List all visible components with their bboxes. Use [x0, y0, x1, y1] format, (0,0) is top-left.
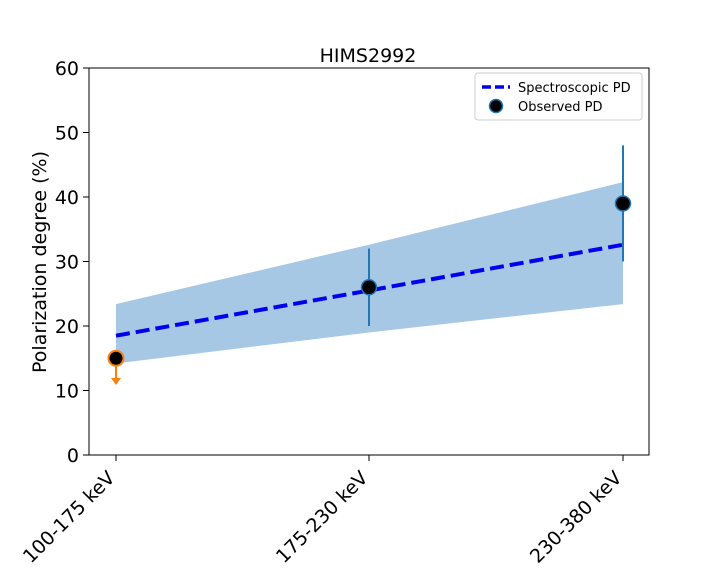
legend-box — [474, 72, 643, 121]
legend-observed-label: Observed PD — [518, 100, 603, 115]
spectroscopic-pd-line — [115, 242, 624, 338]
legend-observed-marker — [488, 98, 504, 114]
observed-points-layer — [107, 145, 632, 386]
y-tick-label: 0 — [67, 445, 79, 467]
y-tick-label: 10 — [55, 381, 79, 403]
y-tick-label: 20 — [55, 316, 79, 338]
y-tick-label: 30 — [55, 252, 79, 274]
y-axis-label: Polarization degree (%) — [29, 151, 51, 373]
spectroscopic-line-layer — [115, 242, 624, 338]
x-axis: 100-175 keV 175-230 keV 230-380 keV — [19, 455, 627, 568]
legend: Spectroscopic PD Observed PD — [474, 72, 643, 121]
legend-spectroscopic-label: Spectroscopic PD — [518, 81, 631, 96]
x-tick-label: 100-175 keV — [19, 467, 120, 568]
chart-title: HIMS2992 — [320, 45, 417, 67]
y-axis: 0 10 20 30 40 50 60 — [55, 58, 89, 467]
x-tick-label: 175-230 keV — [272, 467, 373, 568]
y-tick-label: 40 — [55, 187, 79, 209]
observed-pd-point — [360, 279, 378, 296]
y-tick-label: 50 — [55, 123, 79, 145]
x-tick-label: 230-380 keV — [526, 467, 627, 568]
y-tick-label: 60 — [55, 58, 79, 80]
upper-limit-arrow-head — [111, 378, 121, 386]
observed-pd-point — [107, 349, 125, 367]
observed-pd-point — [614, 195, 632, 212]
